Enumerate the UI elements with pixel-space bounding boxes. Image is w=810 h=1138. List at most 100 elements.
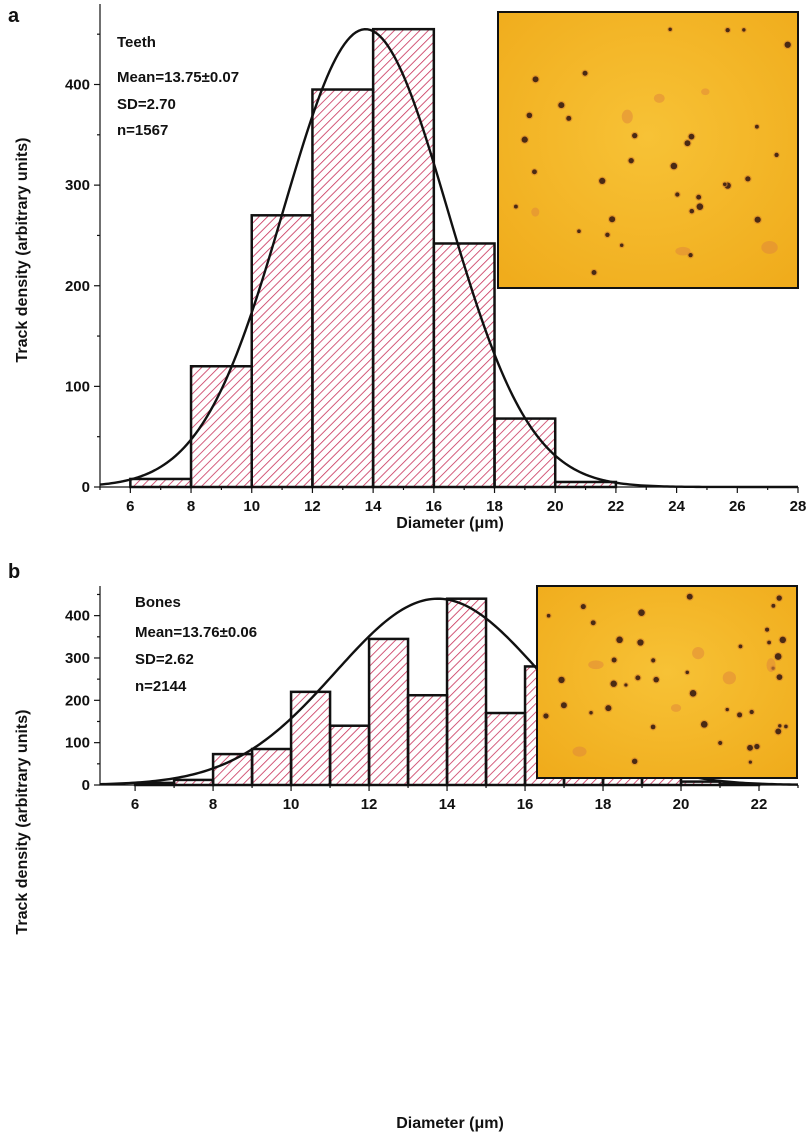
panel-a-inset-track-spot — [628, 157, 634, 164]
panel-a-inset-track-spot — [513, 204, 518, 209]
panel-a-inset-track-spot — [619, 243, 624, 248]
panel-b-inset-blot — [722, 671, 736, 685]
panel-a-bar-6 — [493, 417, 557, 489]
panel-a-y-axis-label: Track density (arbitrary units) — [14, 138, 31, 363]
panel-b-bar-9 — [484, 711, 527, 787]
panel-a-inset-blot — [701, 88, 710, 96]
panel-a-bar-0 — [129, 477, 193, 489]
panel-b-mean-label: Mean=13.76±0.06 — [135, 624, 257, 641]
panel-b-inset-track-spot — [689, 690, 697, 697]
panel-b-x-tick-label-16: 16 — [517, 796, 534, 813]
panel-b-inset-track-spot — [784, 724, 788, 729]
panel-a-mean-label: Mean=13.75±0.07 — [117, 69, 239, 86]
panel-a-x-tick-label-26: 26 — [729, 498, 746, 515]
panel-b-bar-3 — [250, 747, 293, 787]
panel-a-inset-track-spot — [675, 192, 680, 197]
panel-b-inset-track-spot — [748, 760, 752, 764]
panel-a-bar-7 — [553, 480, 618, 489]
panel-a-inset-track-spot — [742, 28, 746, 32]
panel-a-teeth-histogram: a 6 8 10 12 14 16 18 20 22 24 26 28 0 100 200 300 400 Te… — [8, 4, 806, 532]
panel-b-inset-track-spot — [638, 609, 645, 616]
panel-b-inset-track-spot — [779, 636, 787, 644]
panel-a-inset-track-spot — [591, 270, 597, 275]
panel-b-inset-track-spot — [778, 724, 782, 728]
panel-b-inset-track-spot — [611, 657, 617, 663]
panel-b-x-tick-label-22: 22 — [751, 796, 768, 813]
panel-b-inset-track-spot — [589, 710, 593, 715]
panel-b-inset-blot — [692, 646, 705, 660]
panel-a-x-tick-label-12: 12 — [304, 498, 321, 515]
panel-a-y-tick-label-200: 200 — [65, 278, 90, 295]
panel-b-inset-track-spot — [635, 675, 641, 681]
panel-b-sample-title: Bones — [135, 594, 181, 611]
panel-b-y-tick-label-100: 100 — [65, 735, 90, 752]
panel-a-inset-blot — [531, 207, 540, 217]
panel-b-letter: b — [8, 561, 20, 583]
panel-a-inset-track-spot — [696, 203, 704, 210]
panel-a-inset-track-spot — [558, 102, 565, 109]
panel-b-inset-track-spot — [580, 603, 586, 610]
panel-a-y-tick-label-400: 400 — [65, 77, 90, 94]
panel-b-inset-track-spot — [650, 724, 656, 730]
panel-a-x-tick-label-24: 24 — [668, 498, 685, 515]
panel-b-inset-track-spot — [558, 676, 565, 684]
panel-a-inset-track-spot — [668, 27, 672, 32]
panel-a-inset-track-spot — [774, 152, 779, 158]
panel-b-x-tick-label-6: 6 — [131, 796, 139, 813]
panel-a-inset-track-spot — [521, 136, 528, 143]
panel-b-inset-track-spot — [543, 713, 549, 719]
panel-b-inset-track-spot — [754, 743, 760, 750]
panel-b-inset-blot — [670, 704, 682, 712]
panel-a-inset-track-spot — [784, 41, 791, 48]
panel-b-x-axis-label: Diameter (μm) — [396, 1115, 504, 1132]
panel-b-x-tick-label-14: 14 — [439, 796, 456, 813]
panel-b-n-label: n=2144 — [135, 678, 187, 695]
panel-b-inset-track-spot — [685, 670, 689, 675]
panel-b-inset-track-spot — [651, 658, 656, 663]
panel-a-y-tick-label-0: 0 — [82, 479, 90, 496]
panel-a-micrograph-inset — [497, 11, 799, 289]
panel-a-inset-track-spot — [689, 208, 695, 214]
panel-a-bar-2 — [250, 214, 314, 489]
panel-a-x-tick-label-14: 14 — [365, 498, 382, 515]
panel-b-y-tick-label-300: 300 — [65, 650, 90, 667]
panel-b-inset-blot — [588, 660, 604, 670]
panel-b-y-tick-label-0: 0 — [82, 777, 90, 794]
panel-a-n-label: n=1567 — [117, 122, 168, 139]
panel-b-bar-4 — [289, 690, 332, 787]
panel-a-x-tick-label-10: 10 — [243, 498, 260, 515]
panel-b-x-tick-label-8: 8 — [209, 796, 217, 813]
panel-b-inset-track-spot — [737, 712, 743, 718]
panel-b-inset-track-spot — [776, 595, 782, 601]
panel-a-inset-track-spot — [526, 112, 533, 119]
panel-a-inset-blot — [621, 109, 633, 124]
panel-a-inset-track-spot — [605, 232, 610, 238]
panel-a-inset-track-spot — [670, 162, 678, 170]
panel-b-bones-histogram: b 6 8 10 12 14 16 18 20 22 0 100 200 300 400 Bones Me… — [8, 561, 799, 1132]
panel-a-inset-track-spot — [722, 182, 727, 187]
panel-b-inset-track-spot — [725, 707, 729, 712]
panel-a-bar-4 — [371, 27, 436, 489]
panel-a-inset-track-spot — [754, 124, 759, 129]
panel-b-x-tick-label-10: 10 — [283, 796, 300, 813]
panel-b-x-tick-label-12: 12 — [361, 796, 378, 813]
panel-b-x-tick-label-20: 20 — [673, 796, 690, 813]
panel-a-inset-track-spot — [566, 115, 572, 121]
panel-a-bar-3 — [311, 88, 375, 489]
panel-a-x-tick-label-22: 22 — [608, 498, 625, 515]
panel-b-inset-track-spot — [776, 674, 783, 681]
panel-b-inset-track-spot — [771, 603, 776, 608]
panel-b-sd-label: SD=2.62 — [135, 651, 194, 668]
panel-a-x-tick-label-8: 8 — [187, 498, 195, 515]
panel-b-micrograph-inset — [536, 585, 798, 779]
panel-a-inset-track-spot — [688, 253, 693, 258]
panel-b-inset-track-spot — [700, 720, 708, 728]
panel-a-x-axis-label: Diameter (μm) — [396, 515, 504, 532]
panel-a-letter: a — [8, 5, 20, 27]
panel-b-bar-1 — [172, 778, 215, 787]
panel-a-inset-track-spot — [532, 76, 539, 83]
panel-b-bar-6 — [367, 637, 410, 787]
panel-b-axes: 6 8 10 12 14 16 18 20 22 0 100 200 300 400 — [65, 586, 799, 813]
panel-b-bar-7 — [406, 693, 449, 787]
